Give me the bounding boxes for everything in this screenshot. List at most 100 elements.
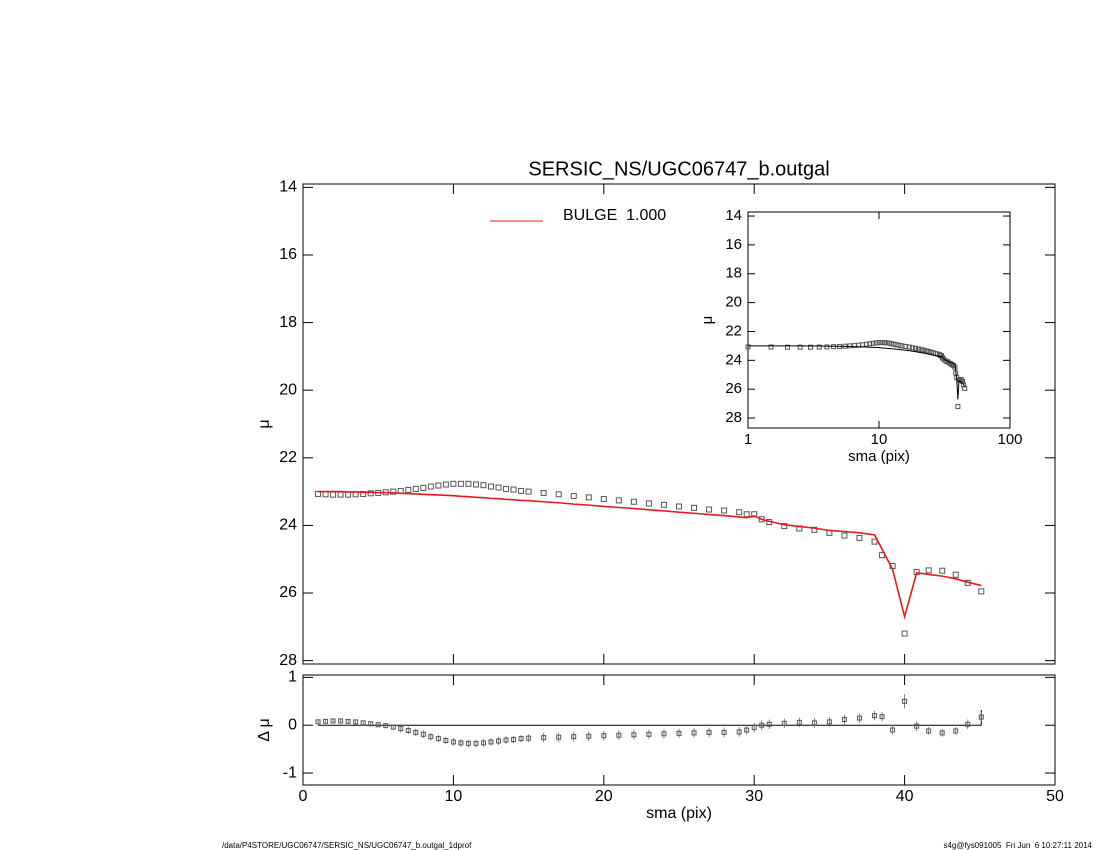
residual-point bbox=[890, 727, 896, 733]
residual-point bbox=[473, 740, 479, 746]
data-point bbox=[518, 487, 525, 494]
residual-point bbox=[872, 713, 878, 719]
residual-point bbox=[571, 734, 577, 740]
y-tick-label: 18 bbox=[725, 265, 742, 282]
data-point bbox=[480, 482, 487, 489]
data-point bbox=[913, 345, 919, 351]
data-point bbox=[939, 355, 945, 361]
data-point bbox=[901, 630, 908, 637]
residual-point bbox=[586, 733, 592, 739]
residual-point bbox=[413, 729, 419, 735]
residual-point bbox=[914, 723, 920, 729]
x-tick-label: 1 bbox=[744, 431, 752, 448]
data-point bbox=[918, 347, 924, 353]
residual-point bbox=[811, 720, 817, 726]
data-point bbox=[743, 511, 750, 518]
data-point bbox=[405, 486, 412, 493]
data-point bbox=[630, 498, 637, 505]
data-point bbox=[856, 534, 863, 541]
residual-point bbox=[480, 740, 486, 746]
data-point bbox=[390, 488, 397, 495]
data-point bbox=[472, 481, 479, 488]
data-point bbox=[555, 491, 562, 498]
data-point bbox=[360, 490, 367, 497]
data-point bbox=[909, 345, 915, 351]
data-point bbox=[867, 341, 873, 347]
data-point bbox=[442, 481, 449, 488]
data-point bbox=[879, 340, 885, 346]
residual-point bbox=[518, 736, 524, 742]
data-point bbox=[488, 483, 494, 490]
residual-point bbox=[315, 719, 321, 725]
y-tick-label: 22 bbox=[725, 322, 742, 339]
data-point bbox=[736, 509, 743, 516]
data-point bbox=[841, 532, 848, 539]
data-point bbox=[615, 497, 622, 504]
residual-point bbox=[345, 718, 351, 724]
y-tick-label: 26 bbox=[725, 380, 742, 397]
data-point bbox=[915, 346, 921, 352]
data-point bbox=[745, 344, 751, 350]
data-point bbox=[600, 496, 607, 503]
footer-left: /data/P4STORE/UGC06747/SERSIC_NS/UGC0674… bbox=[222, 841, 472, 850]
y-axis-label: μ bbox=[256, 419, 273, 428]
data-point bbox=[540, 489, 547, 496]
data-point bbox=[903, 343, 909, 349]
data-point bbox=[768, 344, 774, 350]
y-tick-label: 14 bbox=[279, 179, 297, 196]
residual-point bbox=[541, 735, 547, 741]
y-tick-label: 14 bbox=[725, 207, 742, 224]
data-point bbox=[412, 485, 419, 492]
residual-point bbox=[879, 714, 885, 720]
residual-point bbox=[766, 721, 772, 727]
data-point bbox=[921, 347, 927, 353]
data-point bbox=[955, 404, 961, 410]
data-point bbox=[721, 507, 728, 514]
y-tick-label: 28 bbox=[725, 409, 742, 426]
data-point bbox=[863, 341, 869, 347]
data-point bbox=[457, 480, 464, 487]
residual-point bbox=[398, 726, 404, 732]
data-point bbox=[952, 571, 959, 578]
residual-point bbox=[330, 718, 336, 724]
residual-point bbox=[390, 724, 396, 730]
residual-point bbox=[691, 730, 697, 736]
data-point bbox=[847, 343, 853, 349]
data-point bbox=[510, 486, 517, 493]
y-tick-label: 18 bbox=[279, 314, 297, 331]
plot-frame bbox=[747, 211, 1011, 429]
data-point bbox=[435, 482, 442, 489]
x-tick-label: 0 bbox=[299, 788, 308, 805]
x-axis-label: sma (pix) bbox=[848, 448, 910, 465]
residual-point bbox=[751, 725, 757, 731]
x-tick-label: 30 bbox=[745, 788, 763, 805]
data-point bbox=[871, 538, 878, 545]
data-point bbox=[876, 340, 882, 346]
data-point bbox=[873, 340, 879, 346]
residual-point bbox=[902, 698, 908, 704]
x-tick-label: 40 bbox=[896, 788, 914, 805]
y-axis-label: Δ μ bbox=[256, 718, 273, 741]
y-tick-label: 20 bbox=[279, 381, 297, 398]
data-point bbox=[570, 493, 577, 499]
data-point bbox=[816, 344, 822, 350]
residual-point bbox=[661, 731, 667, 737]
residual-point bbox=[420, 731, 426, 737]
y-tick-label: 28 bbox=[279, 652, 297, 669]
data-point bbox=[870, 340, 876, 346]
residual-point bbox=[965, 721, 971, 727]
y-tick-label: -1 bbox=[283, 764, 297, 781]
data-point bbox=[525, 488, 532, 495]
data-point bbox=[660, 501, 667, 508]
residual-point bbox=[375, 722, 381, 728]
residual-point bbox=[353, 719, 359, 725]
data-point bbox=[322, 491, 329, 498]
data-point bbox=[784, 344, 790, 350]
data-point bbox=[427, 483, 434, 490]
residual-point bbox=[826, 719, 832, 725]
data-point bbox=[978, 588, 985, 595]
residual-point bbox=[721, 729, 727, 735]
model-line bbox=[318, 490, 982, 620]
x-tick-label: 20 bbox=[595, 788, 613, 805]
